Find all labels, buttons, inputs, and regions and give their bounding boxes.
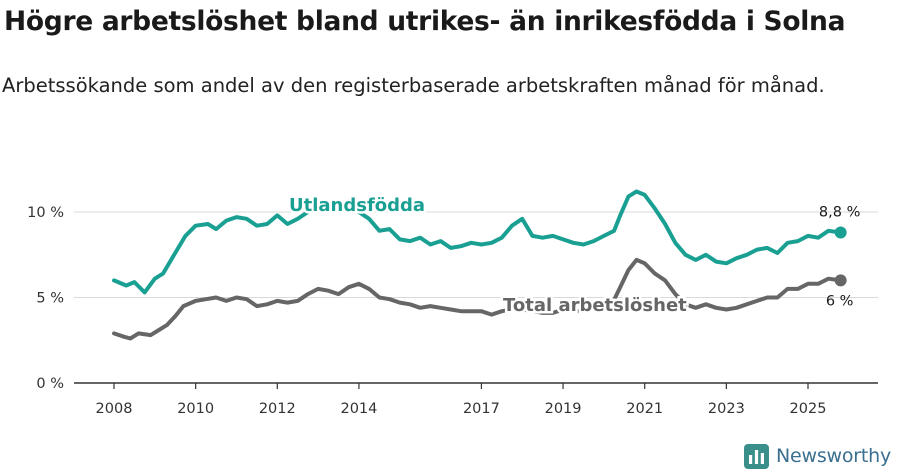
- y-tick-label: 5 %: [36, 291, 64, 307]
- x-tick-label: 2017: [463, 401, 500, 417]
- series-label-utlandsfodda: Utlandsfödda: [289, 195, 425, 216]
- newsworthy-logo[interactable]: Newsworthy: [744, 441, 891, 471]
- x-tick-label: 2010: [177, 401, 214, 417]
- x-tick-label: 2025: [790, 401, 827, 417]
- chart-title: Högre arbetslöshet bland utrikes- än inr…: [4, 6, 846, 37]
- y-tick-label: 0 %: [36, 376, 64, 392]
- series-end-marker-utlandsfödda: [834, 226, 847, 239]
- x-tick-label: 2023: [708, 401, 745, 417]
- series-line-total-arbetslöshet: [112, 257, 843, 341]
- x-tick-label: 2012: [259, 401, 296, 417]
- chart-subtitle: Arbetssökande som andel av den registerb…: [2, 74, 825, 97]
- series-end-marker-total-arbetslöshet: [834, 274, 847, 287]
- series-line-utlandsfödda: [112, 189, 843, 295]
- newsworthy-logo-text: Newsworthy: [776, 445, 892, 467]
- series-end-label: 8,8 %: [819, 205, 860, 221]
- series-end-label: 6 %: [826, 293, 854, 309]
- x-tick-label: 2019: [545, 401, 582, 417]
- y-tick-label: 10 %: [27, 205, 64, 221]
- x-tick-label: 2021: [626, 401, 663, 417]
- x-tick-label: 2008: [96, 401, 133, 417]
- newsworthy-logo-icon: [744, 443, 769, 469]
- x-tick-label: 2014: [340, 401, 377, 417]
- series-label-total: Total arbetslöshet: [503, 295, 687, 316]
